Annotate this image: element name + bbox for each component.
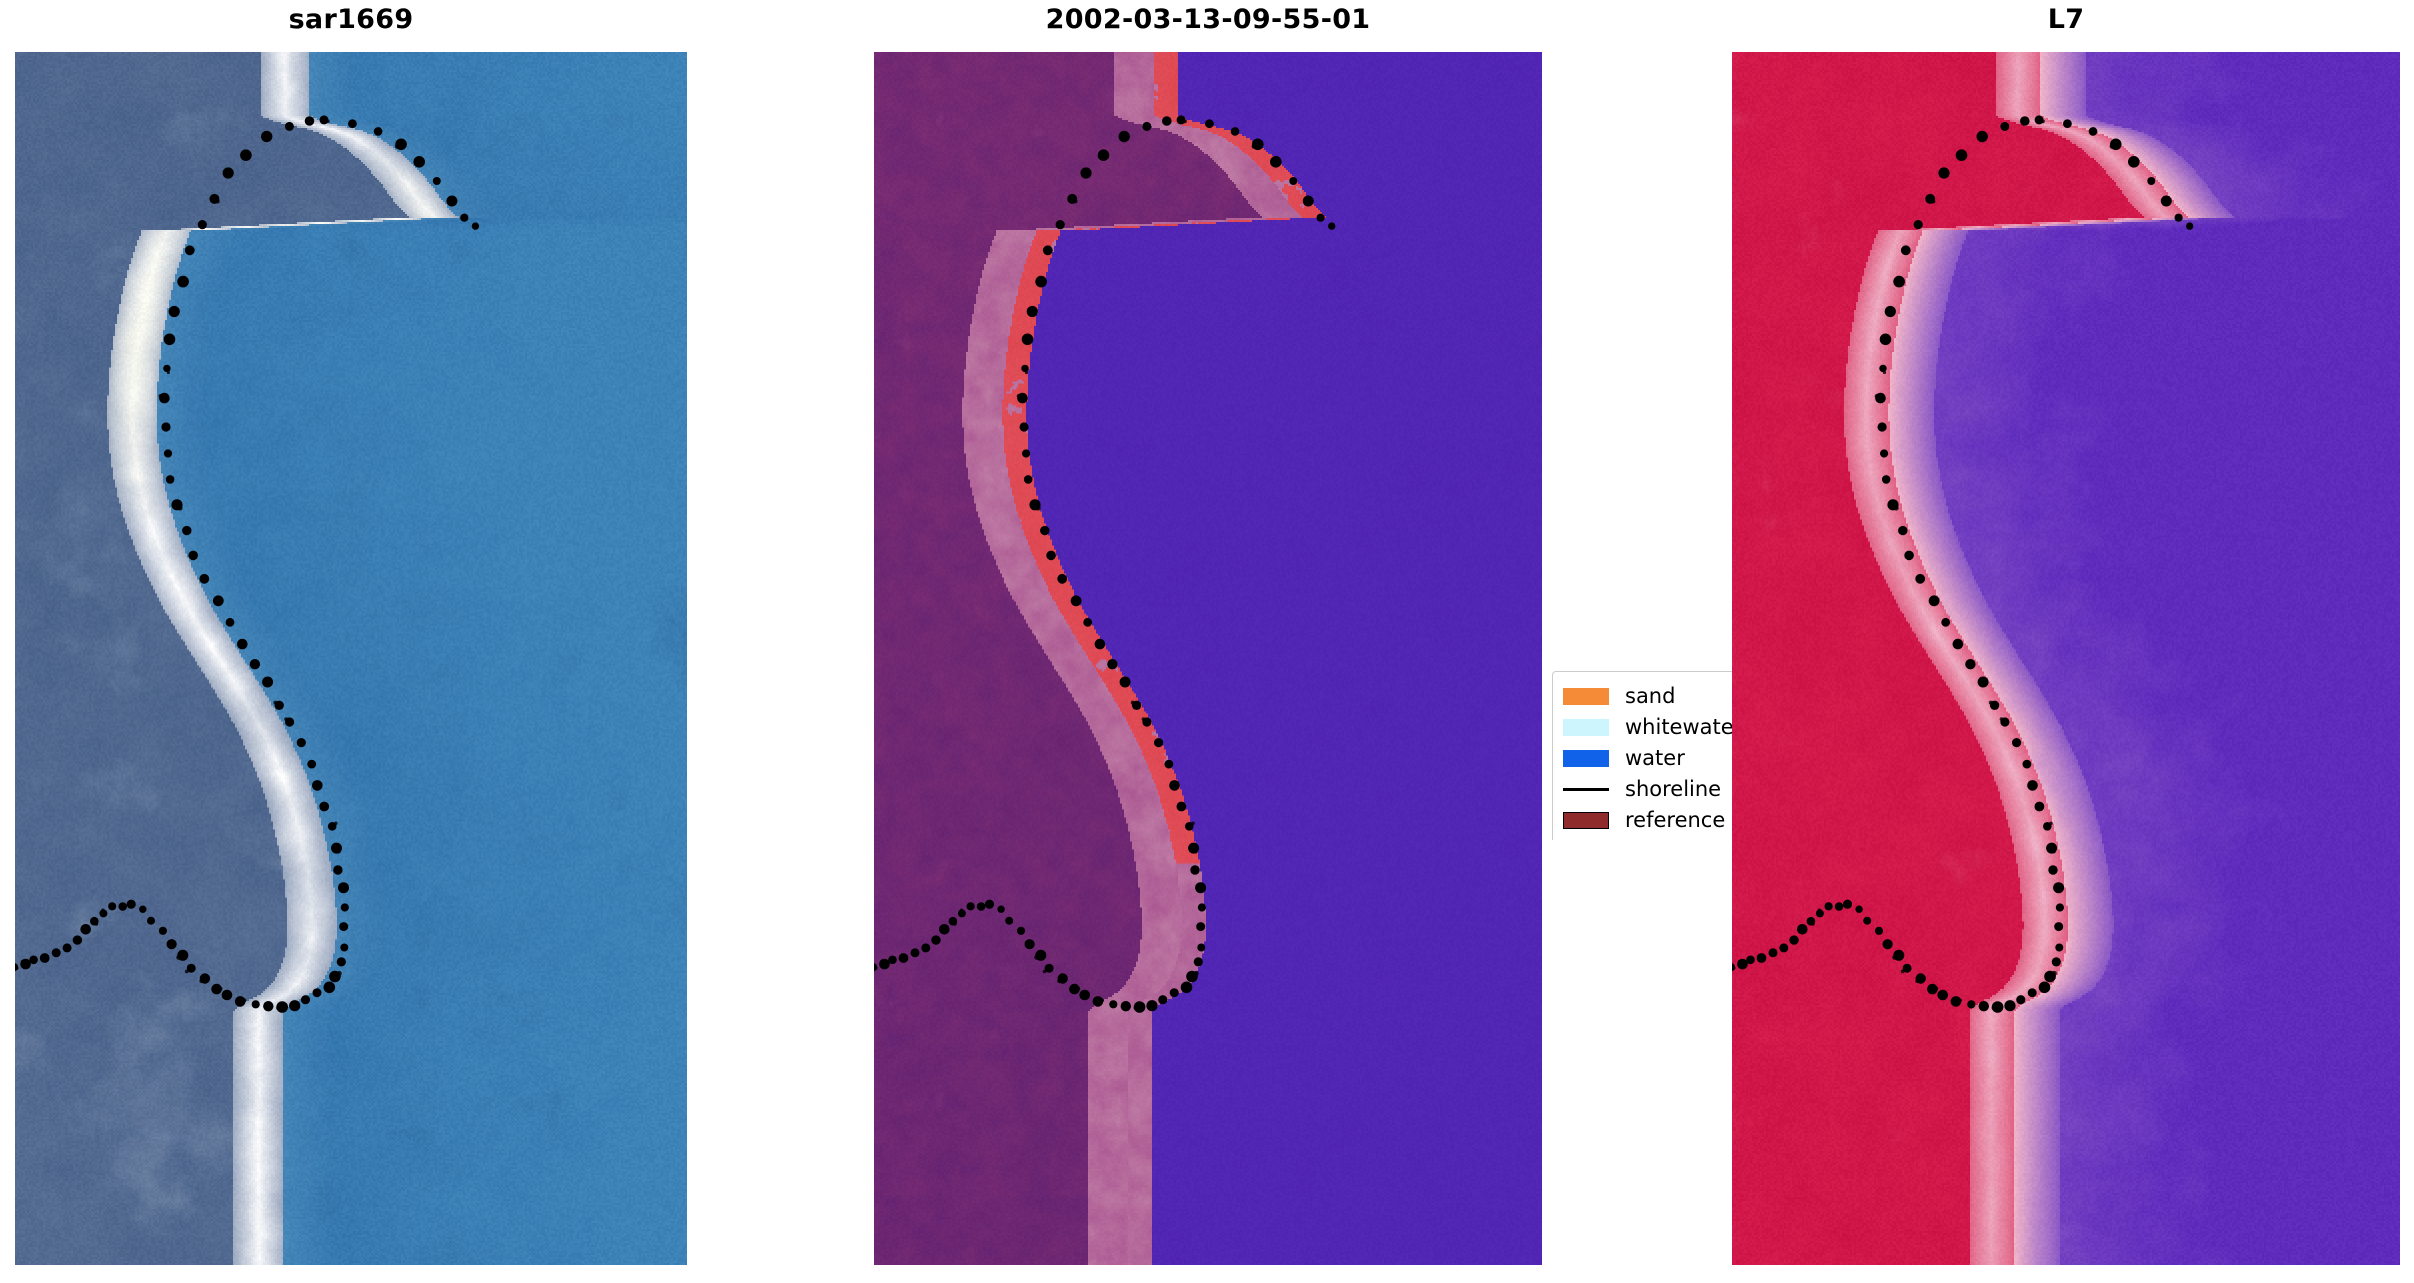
- whitewater-swatch-icon: [1563, 719, 1609, 736]
- classification-panel[interactable]: [874, 52, 1542, 1265]
- legend-item-whitewater[interactable]: whitewater: [1563, 712, 1732, 743]
- sar-image: [15, 52, 687, 1265]
- legend-label-sand: sand: [1625, 684, 1676, 708]
- sand-swatch-icon: [1563, 688, 1609, 705]
- classification-shoreline-overlay: [874, 115, 1336, 1013]
- l7-image: [1732, 52, 2400, 1265]
- l7-shoreline-overlay: [1732, 115, 2194, 1013]
- panel-title-classification: 2002-03-13-09-55-01: [1045, 4, 1371, 35]
- sar-shoreline-overlay: [15, 115, 480, 1013]
- legend-item-sand[interactable]: sand: [1563, 681, 1732, 712]
- water-swatch-icon: [1563, 750, 1609, 767]
- legend-label-shoreline: shoreline: [1625, 777, 1722, 801]
- l7-panel[interactable]: [1732, 52, 2400, 1265]
- legend-label-whitewater: whitewater: [1625, 715, 1732, 739]
- legend-label-reference-shoreline: reference shoreline: [1625, 808, 1732, 832]
- panel-title-sar: sar1669: [288, 4, 414, 35]
- legend-item-reference-shoreline[interactable]: reference shoreline: [1563, 805, 1732, 836]
- legend-item-shoreline[interactable]: shoreline: [1563, 774, 1732, 805]
- reference-shoreline-swatch-icon: [1563, 812, 1609, 829]
- panel-title-l7: L7: [2047, 4, 2085, 35]
- legend-clip-region: sand whitewater water shoreline referenc…: [1542, 650, 1732, 840]
- legend-item-water[interactable]: water: [1563, 743, 1732, 774]
- map-legend[interactable]: sand whitewater water shoreline referenc…: [1552, 671, 1732, 840]
- classification-image: [874, 52, 1542, 1265]
- legend-label-water: water: [1625, 746, 1685, 770]
- sar-panel[interactable]: [15, 52, 687, 1265]
- shoreline-line-icon: [1563, 781, 1609, 798]
